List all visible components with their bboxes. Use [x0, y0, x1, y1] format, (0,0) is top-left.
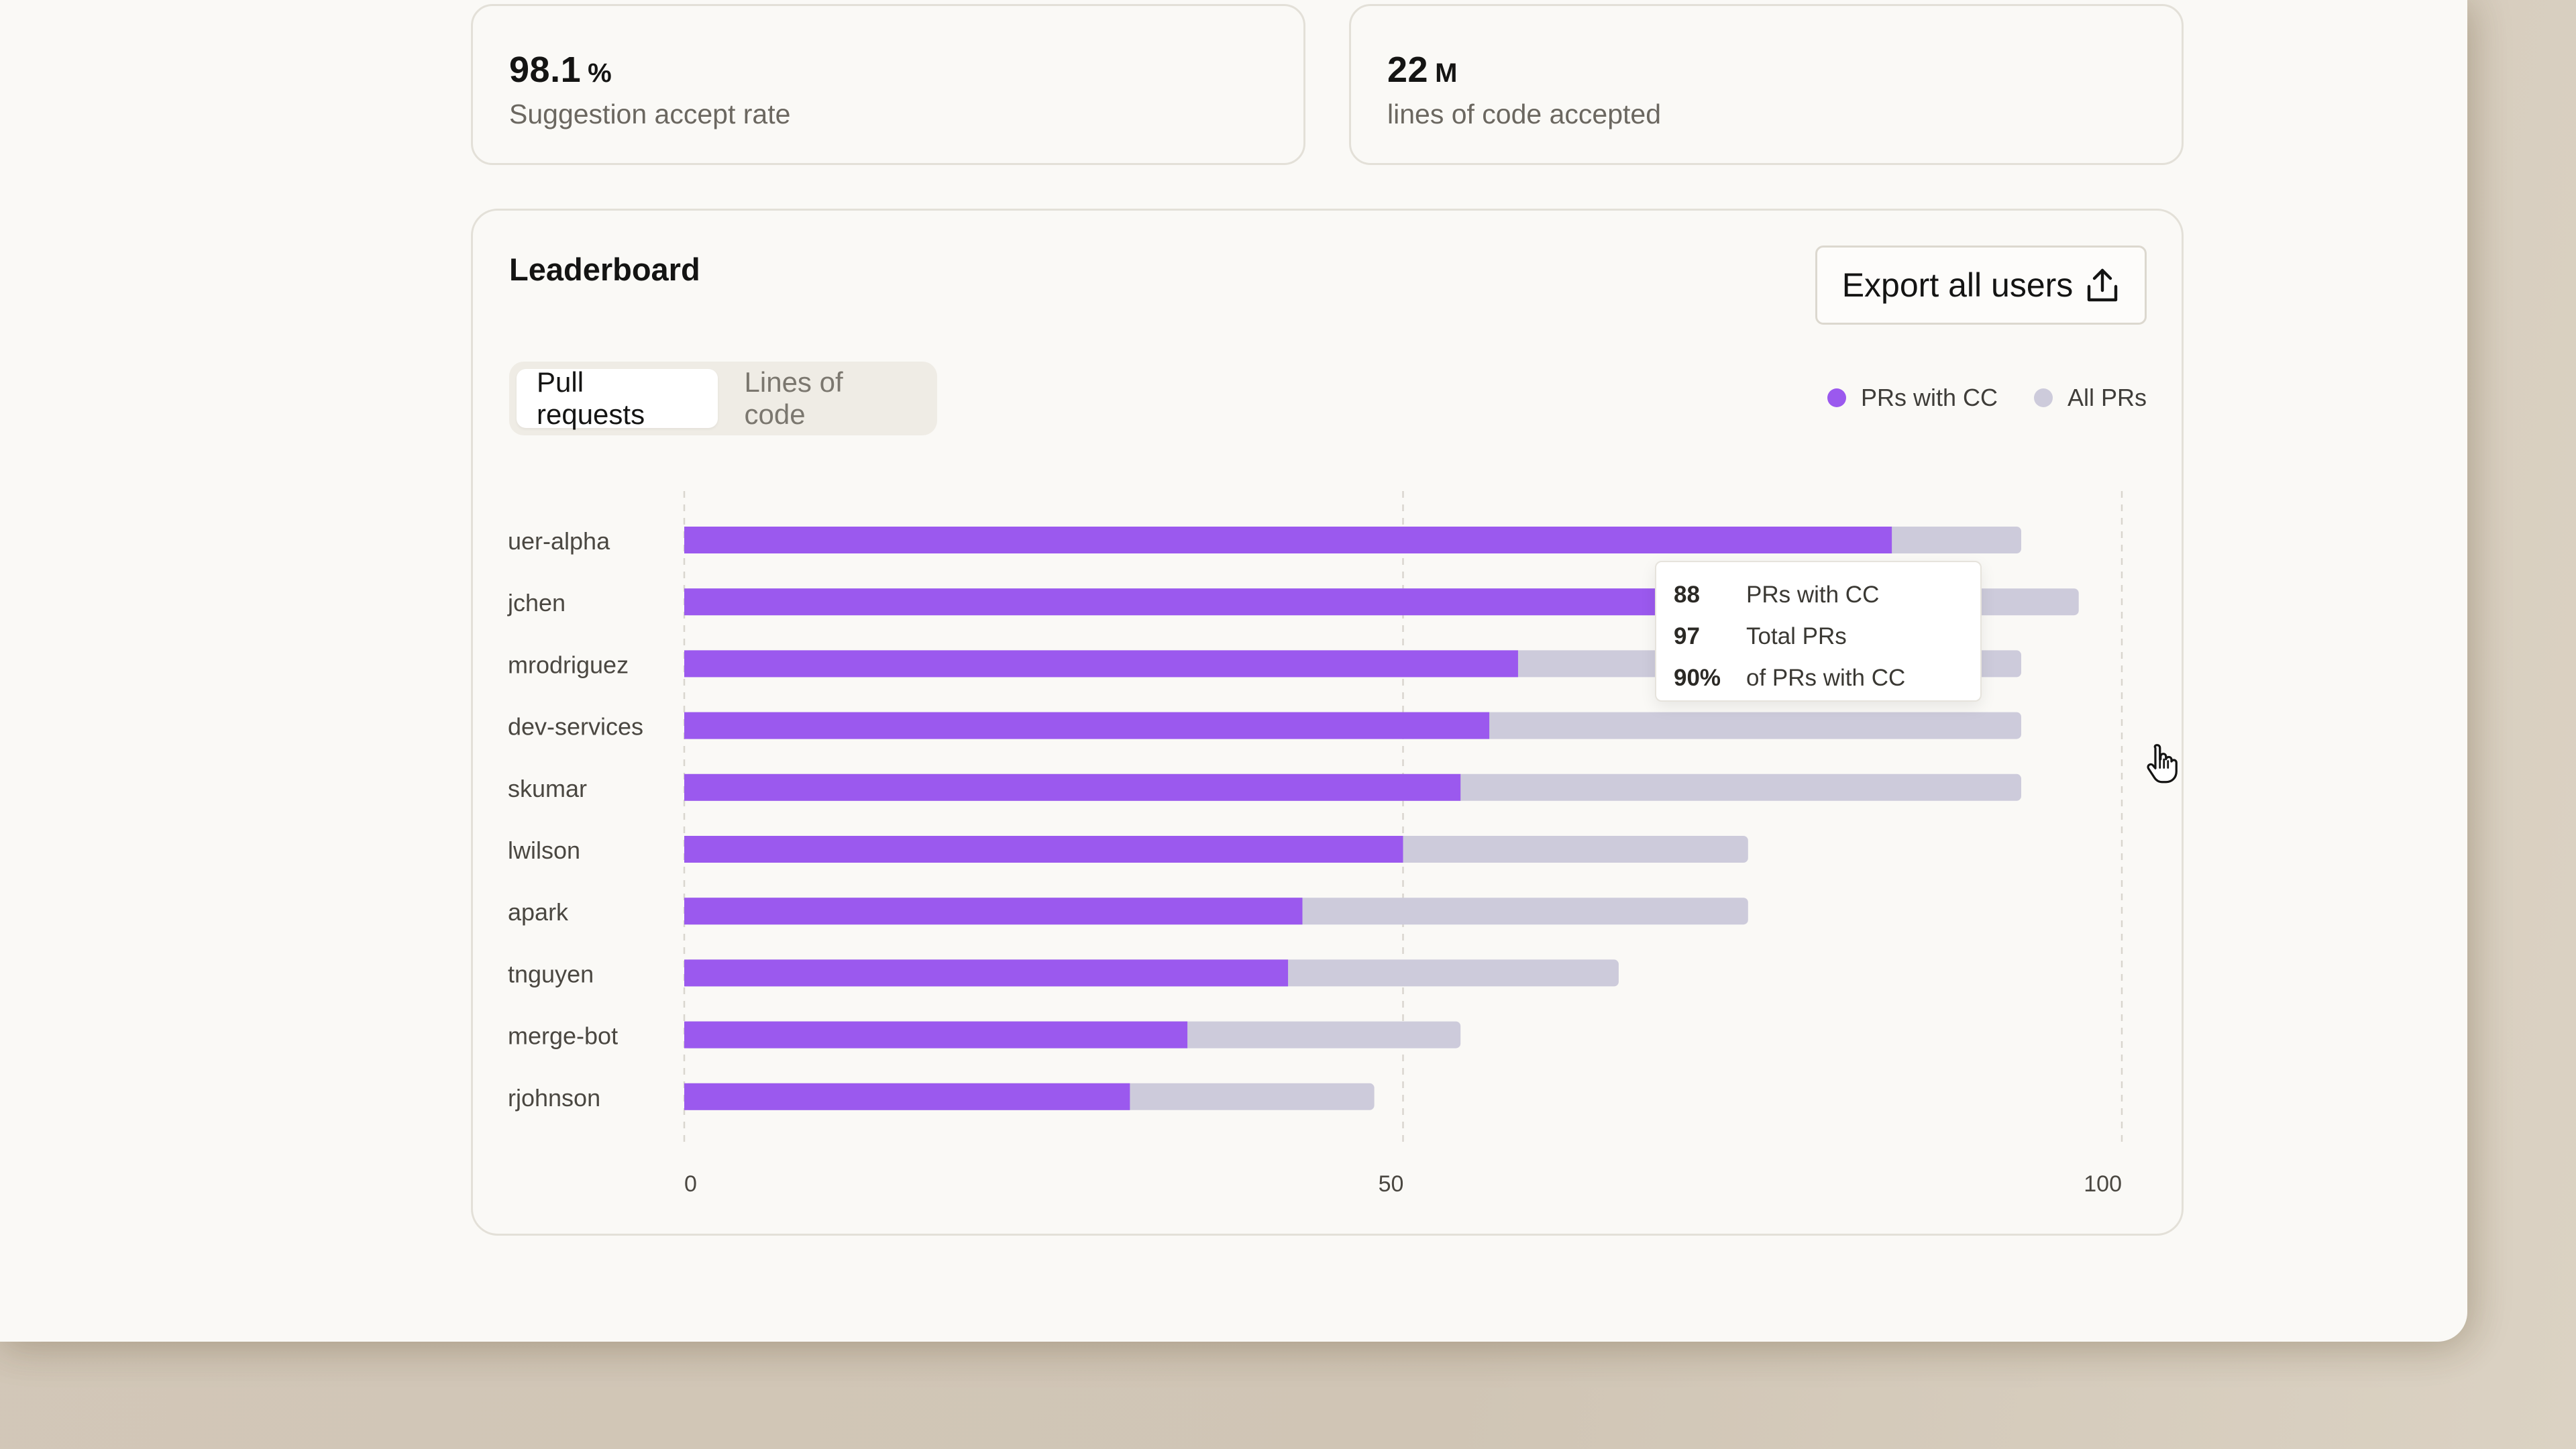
stat-label: Suggestion accept rate — [509, 99, 791, 129]
x-tick-label: 50 — [1379, 1171, 1404, 1197]
leaderboard-title: Leaderboard — [509, 252, 700, 287]
app-window: 98.1% Suggestion accept rate 22 M lines o… — [471, 4, 2184, 1236]
leaderboard-card: uer-alpha jchen mrodriguez dev-services skum… — [471, 209, 2184, 1236]
bar-prs-with-cc — [684, 1021, 1188, 1049]
category-label: lwilson — [508, 837, 580, 864]
category-label: skumar — [508, 775, 587, 802]
x-tick-label: 0 — [684, 1171, 697, 1197]
category-label: apark — [508, 898, 569, 926]
hand-pointer-cursor-icon — [2147, 744, 2178, 784]
tab-lines-of-code[interactable]: Lines of code — [744, 366, 843, 430]
bar-prs-with-cc — [684, 1083, 1130, 1110]
category-label: dev-services — [508, 713, 643, 741]
tooltip-value: 88 — [1674, 582, 1700, 608]
legend-label: All PRs — [2067, 384, 2147, 411]
tab-pull-requests[interactable]: Pull requests — [517, 366, 718, 430]
tooltip-value: 90% — [1674, 665, 1721, 691]
tooltip-label: PRs with CC — [1746, 582, 1880, 608]
category-label: rjohnson — [508, 1084, 600, 1112]
legend-swatch — [1827, 388, 1846, 407]
stat-value: 98.1% — [509, 50, 612, 90]
bar-prs-with-cc — [684, 712, 1490, 739]
legend-label: PRs with CC — [1860, 384, 1998, 411]
leaderboard-tabs: Pull requests Lines of code — [509, 362, 937, 435]
bar-prs-with-cc — [684, 773, 1461, 801]
category-label: merge-bot — [508, 1022, 618, 1050]
category-label: mrodriguez — [508, 651, 629, 678]
export-all-users-button[interactable]: Export all users — [1815, 246, 2147, 325]
stat-card-lines-accepted: 22 M lines of code accepted — [1349, 4, 2184, 165]
bar-tooltip: 88 PRs with CC 97 Total PRs 90% of PRs w… — [1655, 561, 1982, 702]
category-label: tnguyen — [508, 960, 594, 987]
x-tick-label: 100 — [2084, 1171, 2122, 1197]
stat-label: lines of code accepted — [1387, 99, 1661, 129]
tooltip-row: 90% of PRs with CC — [1674, 657, 1963, 699]
upload-icon — [2088, 268, 2118, 302]
bar-prs-with-cc — [684, 588, 1849, 616]
legend-swatch — [2033, 388, 2053, 407]
tooltip-row: 88 PRs with CC — [1674, 574, 1963, 616]
tooltip-label: Total PRs — [1746, 623, 1847, 649]
legend-item-all-prs: All PRs — [2033, 384, 2147, 412]
bar-prs-with-cc — [684, 650, 1518, 678]
bar-prs-with-cc — [684, 527, 1892, 553]
tooltip-row: 97 Total PRs — [1674, 616, 1963, 657]
bar-prs-with-cc — [684, 836, 1403, 863]
bar-prs-with-cc — [684, 898, 1303, 925]
legend-item-prs-with-cc: PRs with CC — [1827, 384, 1998, 412]
category-label: jchen — [507, 589, 566, 616]
chart-legend: PRs with CC All PRs — [1827, 384, 2147, 412]
tooltip-value: 97 — [1674, 623, 1700, 649]
stat-card-accept-rate: 98.1% Suggestion accept rate — [471, 4, 1305, 165]
stat-value: 22 M — [1387, 50, 1458, 90]
bar-prs-with-cc — [684, 959, 1289, 987]
category-label: uer-alpha — [508, 527, 610, 555]
tooltip-label: of PRs with CC — [1746, 665, 1906, 691]
stat-unit: % — [588, 58, 612, 88]
export-button-label: Export all users — [1841, 266, 2074, 304]
stat-unit: M — [1435, 58, 1458, 88]
